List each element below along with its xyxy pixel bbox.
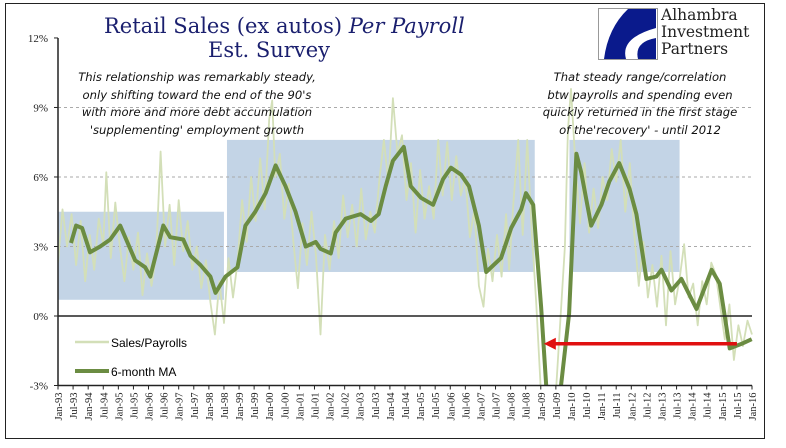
x-tick-label: Jan-93 [54, 393, 65, 421]
x-tick-label: Jul-09 [552, 393, 563, 419]
legend: Sales/Payrolls 6-month MA [75, 336, 187, 379]
annotation-left-line: with more and more debt accumulation [81, 105, 313, 119]
x-tick-label: Jul-14 [703, 392, 714, 419]
x-tick-label: Jul-93 [69, 393, 80, 419]
x-tick-label: Jan-13 [657, 393, 668, 421]
x-tick-label: Jan-11 [597, 393, 608, 421]
x-tick-label: Jul-97 [190, 393, 201, 419]
x-tick-label: Jul-04 [401, 392, 412, 419]
annotation-left-line: 'supplementing' employment growth [89, 122, 305, 137]
y-tick-label: -3% [30, 381, 48, 393]
annotation-right-line: of the'recovery' - until 2012 [559, 122, 721, 137]
annotation-right-line: That steady range/correlation [553, 70, 727, 84]
x-tick-label: Jul-96 [160, 393, 171, 419]
x-tick-label: Jul-07 [492, 393, 503, 419]
annotation-left-line: This relationship was remarkably steady, [78, 70, 316, 84]
x-tick-label: Jan-08 [507, 393, 518, 421]
x-tick-label: Jan-12 [627, 393, 638, 421]
x-tick-label: Jul-98 [220, 393, 231, 419]
x-tick-label: Jan-94 [84, 392, 95, 421]
chart-subtitle: Est. Survey [208, 38, 331, 62]
x-tick-label: Jul-10 [582, 393, 593, 419]
x-tick-label: Jan-01 [295, 393, 306, 421]
red-arrow-head [543, 337, 556, 350]
x-tick-label: Jan-04 [386, 392, 397, 421]
annotation-right-line: btw payrolls and spending even [547, 87, 733, 102]
logo-line: Investment [661, 23, 750, 41]
x-tick-label: Jan-10 [567, 393, 578, 421]
x-tick-label: Jul-13 [673, 393, 684, 419]
annotation-left-line: only shifting toward the end of the 90's [82, 87, 312, 102]
x-tick-label: Jul-11 [612, 393, 623, 419]
x-tick-label: Jul-01 [310, 393, 321, 419]
logo-line: Alhambra [661, 6, 738, 24]
series-line-ma [69, 144, 753, 386]
y-tick-label: 9% [33, 102, 48, 114]
y-tick-label: 3% [33, 241, 48, 253]
legend-label-ma: 6-month MA [111, 365, 176, 379]
x-tick-label: Jan-07 [476, 393, 487, 421]
x-tick-label: Jan-02 [326, 393, 337, 421]
y-tick-label: 6% [33, 172, 48, 184]
x-tick-label: Jan-16 [748, 393, 759, 421]
x-tick-label: Jan-06 [446, 393, 457, 421]
x-tick-label: Jul-12 [642, 393, 653, 419]
annotation-left: This relationship was remarkably steady,… [62, 69, 332, 139]
title-italic: Per Payroll [348, 14, 465, 38]
x-tick-label: Jan-14 [688, 392, 699, 421]
title-main: Retail Sales (ex autos) [104, 14, 349, 38]
x-tick-label: Jul-06 [461, 393, 472, 419]
x-tick-label: Jan-99 [235, 393, 246, 421]
x-tick-label: Jul-15 [733, 393, 744, 419]
x-tick-label: Jul-03 [371, 393, 382, 419]
x-tick-label: Jul-08 [522, 393, 533, 419]
logo-mark [598, 8, 658, 60]
annotation-right: That steady range/correlation btw payrol… [535, 69, 745, 139]
x-tick-label: Jan-05 [416, 393, 427, 421]
x-tick-label: Jan-98 [205, 393, 216, 421]
x-tick-label: Jan-00 [265, 393, 276, 421]
x-tick-label: Jan-97 [175, 393, 186, 421]
x-tick-label: Jul-00 [280, 393, 291, 419]
annotation-right-line: quickly returned in the first stage [542, 105, 738, 119]
chart-title: Retail Sales (ex autos) Per Payroll [104, 14, 465, 38]
y-tick-label: 0% [33, 311, 48, 323]
x-tick-label: Jan-15 [718, 393, 729, 421]
x-tick-label: Jan-03 [356, 393, 367, 421]
x-tick-label: Jul-95 [129, 393, 140, 419]
logo-line: Partners [661, 40, 729, 58]
x-tick-label: Jul-02 [341, 393, 352, 419]
x-tick-label: Jul-94 [99, 392, 110, 419]
chart-frame [5, 3, 765, 439]
x-tick-label: Jan-96 [145, 393, 156, 421]
legend-label-raw: Sales/Payrolls [111, 336, 187, 350]
x-tick-label: Jan-09 [537, 393, 548, 421]
x-tick-label: Jul-05 [431, 393, 442, 419]
x-tick-label: Jan-95 [114, 393, 125, 421]
logo-text: Alhambra Investment Partners [661, 7, 749, 58]
y-tick-label: 12% [28, 33, 48, 45]
x-tick-label: Jul-99 [250, 393, 261, 419]
